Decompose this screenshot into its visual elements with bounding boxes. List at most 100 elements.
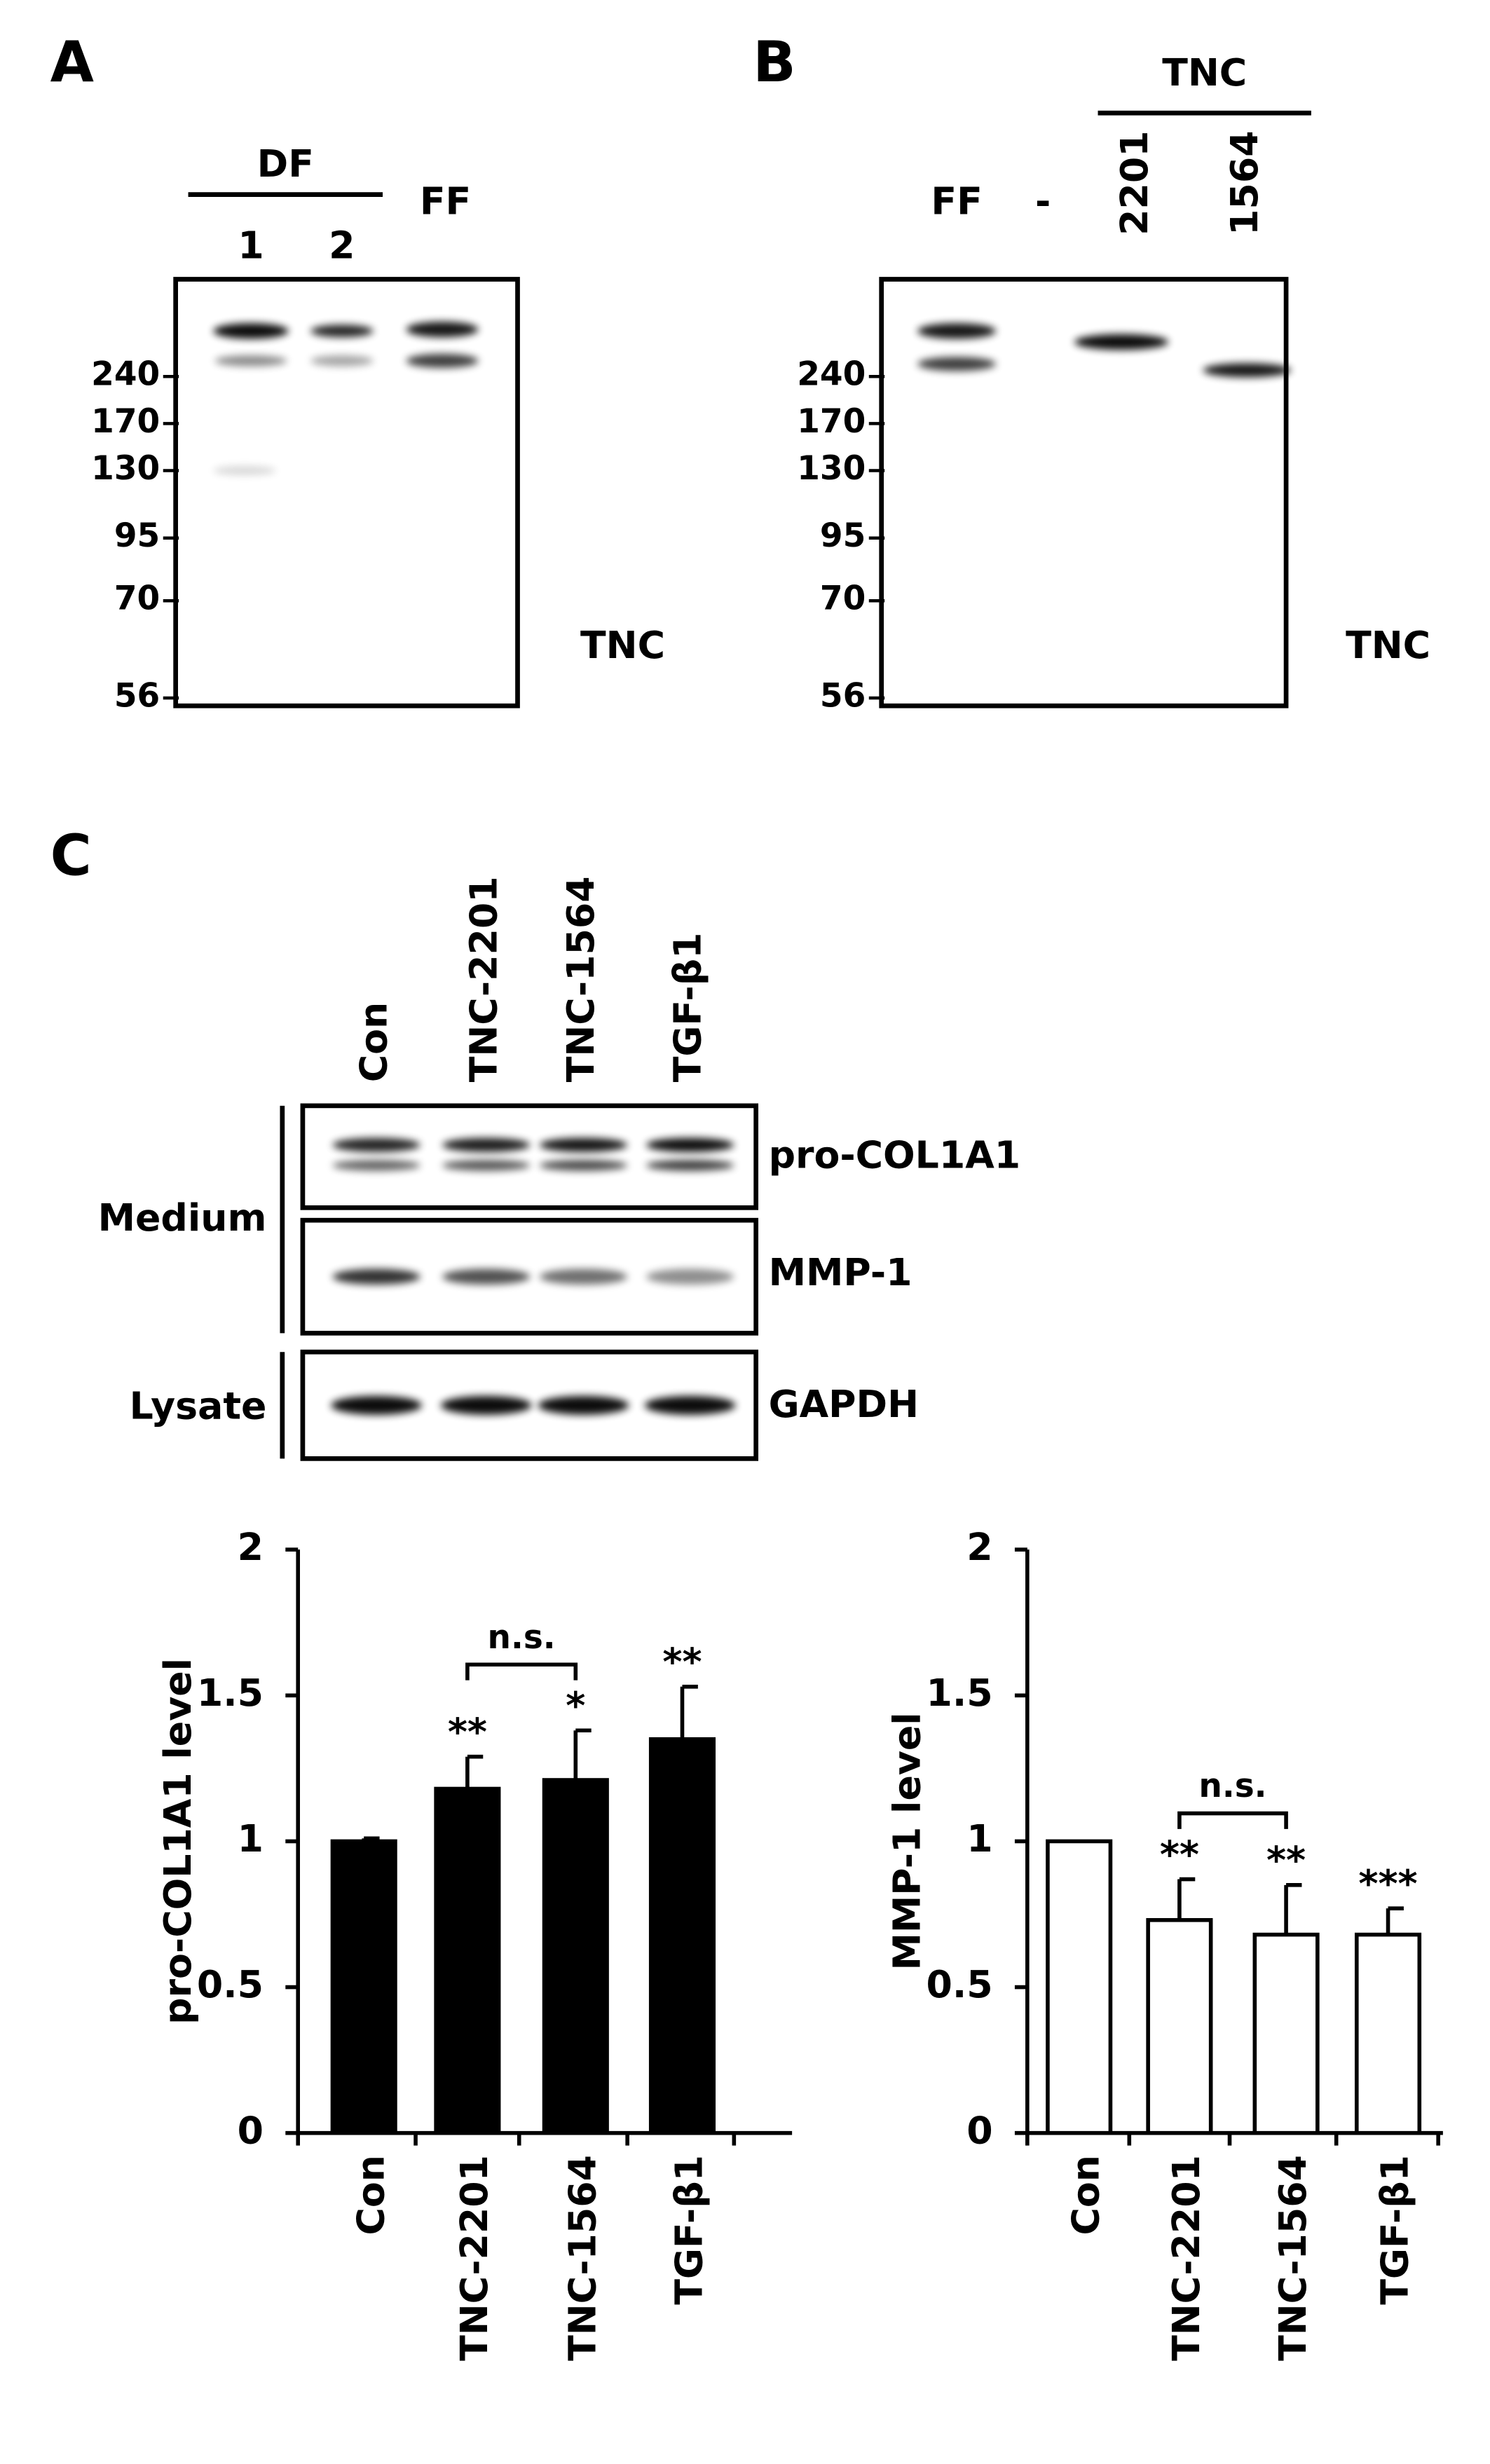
annotation: n.s. xyxy=(488,1618,556,1657)
band xyxy=(406,353,479,368)
band xyxy=(440,1395,532,1415)
bar xyxy=(648,1737,716,2135)
y-tick-label: 0 xyxy=(966,2108,992,2152)
lane-label: FF xyxy=(420,179,471,224)
significance: ** xyxy=(1266,1838,1306,1882)
band xyxy=(539,1160,628,1171)
x-tick-label: Con xyxy=(348,2155,392,2236)
significance: ** xyxy=(662,1640,702,1684)
band xyxy=(442,1137,531,1152)
significance: ** xyxy=(448,1710,487,1754)
y-axis-label: MMP-1 level xyxy=(885,1712,929,1970)
y-tick-label: 0 xyxy=(238,2108,264,2152)
protein-label: TNC xyxy=(1346,623,1430,667)
bar xyxy=(1046,1839,1113,2135)
band xyxy=(538,1395,629,1415)
band xyxy=(310,324,374,338)
x-tick-label: Con xyxy=(1064,2155,1108,2236)
marker-label: 170 xyxy=(797,402,866,441)
marker-label: 170 xyxy=(91,402,160,441)
y-tick-label: 1 xyxy=(238,1816,264,1861)
lane-label: 1564 xyxy=(1222,130,1266,235)
marker-label: 95 xyxy=(820,516,866,555)
blot xyxy=(300,1103,759,1210)
band xyxy=(442,1160,531,1171)
significance: * xyxy=(566,1684,585,1728)
bar xyxy=(542,1778,609,2135)
y-tick-label: 0.5 xyxy=(926,1962,992,2006)
band xyxy=(1074,334,1169,350)
band xyxy=(644,1395,736,1415)
x-tick-label: TNC-2201 xyxy=(1164,2155,1208,2361)
blot xyxy=(173,277,520,709)
annotation: n.s. xyxy=(1198,1767,1266,1805)
y-tick-label: 1.5 xyxy=(197,1671,264,1715)
y-tick-label: 2 xyxy=(966,1525,992,1569)
bracket xyxy=(1177,1811,1288,1829)
lane-label: TGF-β1 xyxy=(665,932,709,1082)
bar xyxy=(1146,1918,1213,2135)
band xyxy=(332,1268,421,1285)
group-label: Lysate xyxy=(130,1383,267,1428)
lane-label: Con xyxy=(352,1002,396,1083)
band xyxy=(917,323,997,339)
marker-label: 130 xyxy=(797,449,866,488)
band xyxy=(332,1160,421,1171)
bar xyxy=(1252,1932,1320,2135)
band xyxy=(442,1268,531,1285)
x-tick-label: TNC-2201 xyxy=(452,2155,496,2361)
band xyxy=(331,1395,422,1415)
lane-label: FF xyxy=(931,179,982,224)
panel-label: A xyxy=(50,29,94,95)
lane-label: TNC-1564 xyxy=(559,876,603,1082)
bracket xyxy=(465,1662,578,1681)
marker-label: 240 xyxy=(797,355,866,394)
bar xyxy=(1354,1932,1422,2135)
x-tick-label: TGF-β1 xyxy=(1373,2155,1417,2305)
significance: ** xyxy=(1160,1833,1199,1877)
group-label: TNC xyxy=(1162,50,1247,95)
x-tick-label: TNC-1564 xyxy=(1271,2155,1315,2361)
bar xyxy=(330,1839,397,2135)
band xyxy=(214,355,287,367)
significance: *** xyxy=(1358,1861,1417,1905)
band xyxy=(310,355,374,367)
blot-label: MMP-1 xyxy=(769,1250,913,1294)
marker-label: 130 xyxy=(91,449,160,488)
marker-label: 56 xyxy=(114,676,160,715)
lane-label: - xyxy=(1035,179,1051,224)
x-tick-label: TNC-1564 xyxy=(560,2155,604,2361)
lane-label: 1 xyxy=(238,223,264,267)
blot-label: pro-COL1A1 xyxy=(769,1132,1021,1177)
band xyxy=(406,321,479,338)
band xyxy=(917,357,997,371)
band xyxy=(213,323,289,339)
band xyxy=(646,1137,734,1152)
band xyxy=(1203,363,1291,378)
band xyxy=(646,1160,734,1171)
group-label: Medium xyxy=(98,1196,267,1240)
band xyxy=(332,1137,421,1152)
marker-label: 95 xyxy=(114,516,160,555)
band xyxy=(539,1268,628,1285)
band xyxy=(539,1137,628,1152)
y-tick-label: 1 xyxy=(966,1816,992,1861)
y-tick-label: 2 xyxy=(238,1525,264,1569)
panel-label: B xyxy=(753,29,795,95)
x-tick-label: TGF-β1 xyxy=(667,2155,711,2305)
band xyxy=(646,1268,734,1285)
group-label: DF xyxy=(257,142,314,186)
y-tick-label: 0.5 xyxy=(197,1962,264,2006)
blot xyxy=(879,277,1289,709)
panel-label: C xyxy=(50,822,92,888)
y-axis-label: pro-COL1A1 level xyxy=(156,1658,200,2025)
protein-label: TNC xyxy=(580,623,665,667)
lane-label: 2 xyxy=(329,223,355,267)
band xyxy=(213,465,276,476)
lane-label: 2201 xyxy=(1112,130,1156,235)
marker-label: 70 xyxy=(820,580,866,618)
lane-label: TNC-2201 xyxy=(461,876,505,1082)
y-tick-label: 1.5 xyxy=(926,1671,992,1715)
bar xyxy=(434,1786,501,2135)
